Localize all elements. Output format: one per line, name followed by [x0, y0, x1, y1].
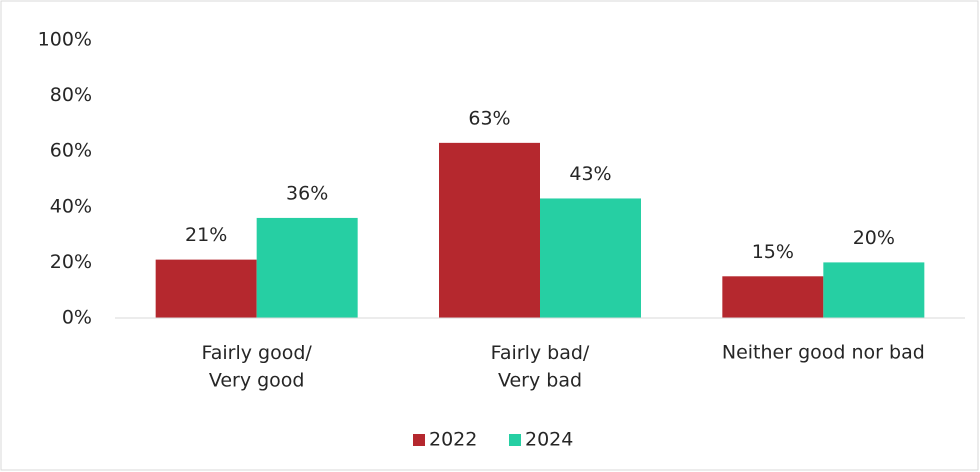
- y-tick-label: 20%: [50, 251, 92, 273]
- x-tick-label: Fairly bad/Very bad: [491, 342, 590, 392]
- legend-swatch: [413, 434, 425, 446]
- y-tick-label: 0%: [62, 307, 92, 329]
- data-label: 43%: [569, 163, 611, 185]
- y-tick-label: 60%: [50, 140, 92, 162]
- x-tick-label: Neither good nor bad: [722, 342, 925, 364]
- data-label: 15%: [752, 241, 794, 263]
- bar: [155, 259, 257, 318]
- x-tick-label: Fairly good/Very good: [202, 342, 313, 392]
- bar: [439, 142, 540, 318]
- bar: [256, 217, 358, 318]
- data-label: 21%: [185, 224, 227, 246]
- bar: [722, 276, 824, 318]
- legend-label: 2022: [429, 429, 477, 451]
- y-tick-label: 40%: [50, 195, 92, 217]
- legend-label: 2024: [525, 429, 573, 451]
- data-label: 36%: [286, 182, 328, 204]
- data-label: 20%: [853, 227, 895, 249]
- y-tick-label: 100%: [38, 29, 92, 51]
- bar: [823, 262, 925, 318]
- data-label: 63%: [468, 107, 510, 129]
- legend-swatch: [509, 434, 521, 446]
- y-tick-label: 80%: [50, 84, 92, 106]
- bar: [540, 198, 641, 318]
